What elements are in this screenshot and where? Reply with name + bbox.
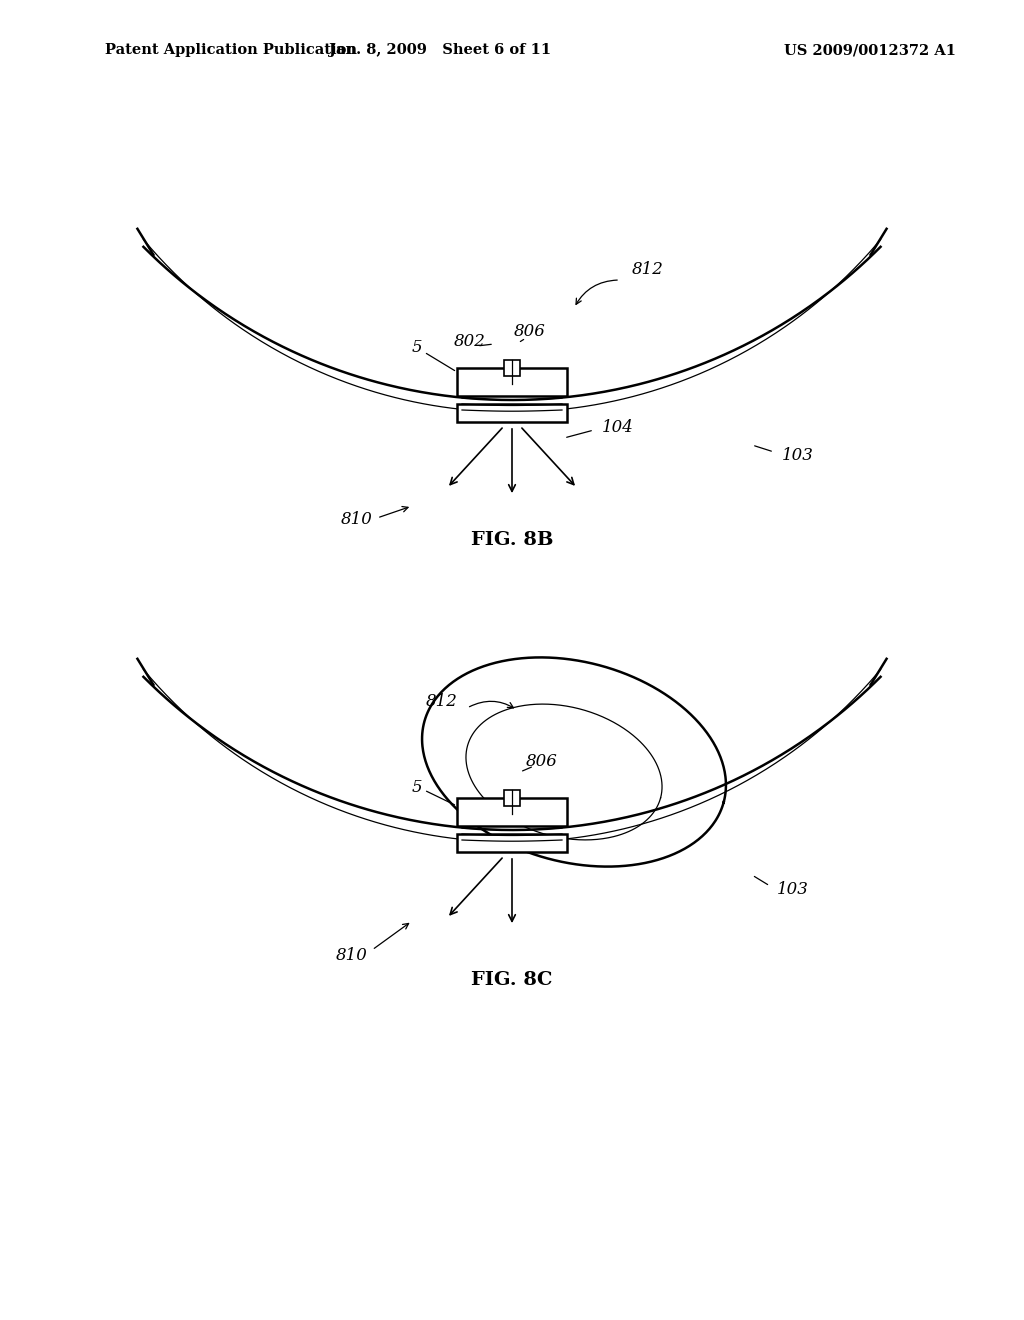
Text: 5: 5 xyxy=(412,339,422,356)
Text: 810: 810 xyxy=(336,946,368,964)
Bar xyxy=(504,789,520,807)
Text: Patent Application Publication: Patent Application Publication xyxy=(105,44,357,57)
Bar xyxy=(457,834,567,851)
Text: 802: 802 xyxy=(454,334,486,351)
Text: 812: 812 xyxy=(632,261,664,279)
Text: FIG. 8C: FIG. 8C xyxy=(471,972,553,989)
Text: Jan. 8, 2009   Sheet 6 of 11: Jan. 8, 2009 Sheet 6 of 11 xyxy=(329,44,551,57)
Bar xyxy=(504,360,520,376)
Bar xyxy=(457,404,567,422)
Text: 104: 104 xyxy=(602,420,634,437)
Text: US 2009/0012372 A1: US 2009/0012372 A1 xyxy=(784,44,956,57)
Text: 103: 103 xyxy=(777,882,809,899)
Text: 5: 5 xyxy=(412,780,422,796)
Text: 812: 812 xyxy=(426,693,458,710)
Text: FIG. 8B: FIG. 8B xyxy=(471,531,553,549)
Bar xyxy=(457,799,567,826)
Bar xyxy=(457,368,567,396)
Text: 103: 103 xyxy=(782,446,814,463)
Text: 810: 810 xyxy=(341,511,373,528)
Text: 806: 806 xyxy=(526,754,558,771)
Text: 806: 806 xyxy=(514,323,546,341)
